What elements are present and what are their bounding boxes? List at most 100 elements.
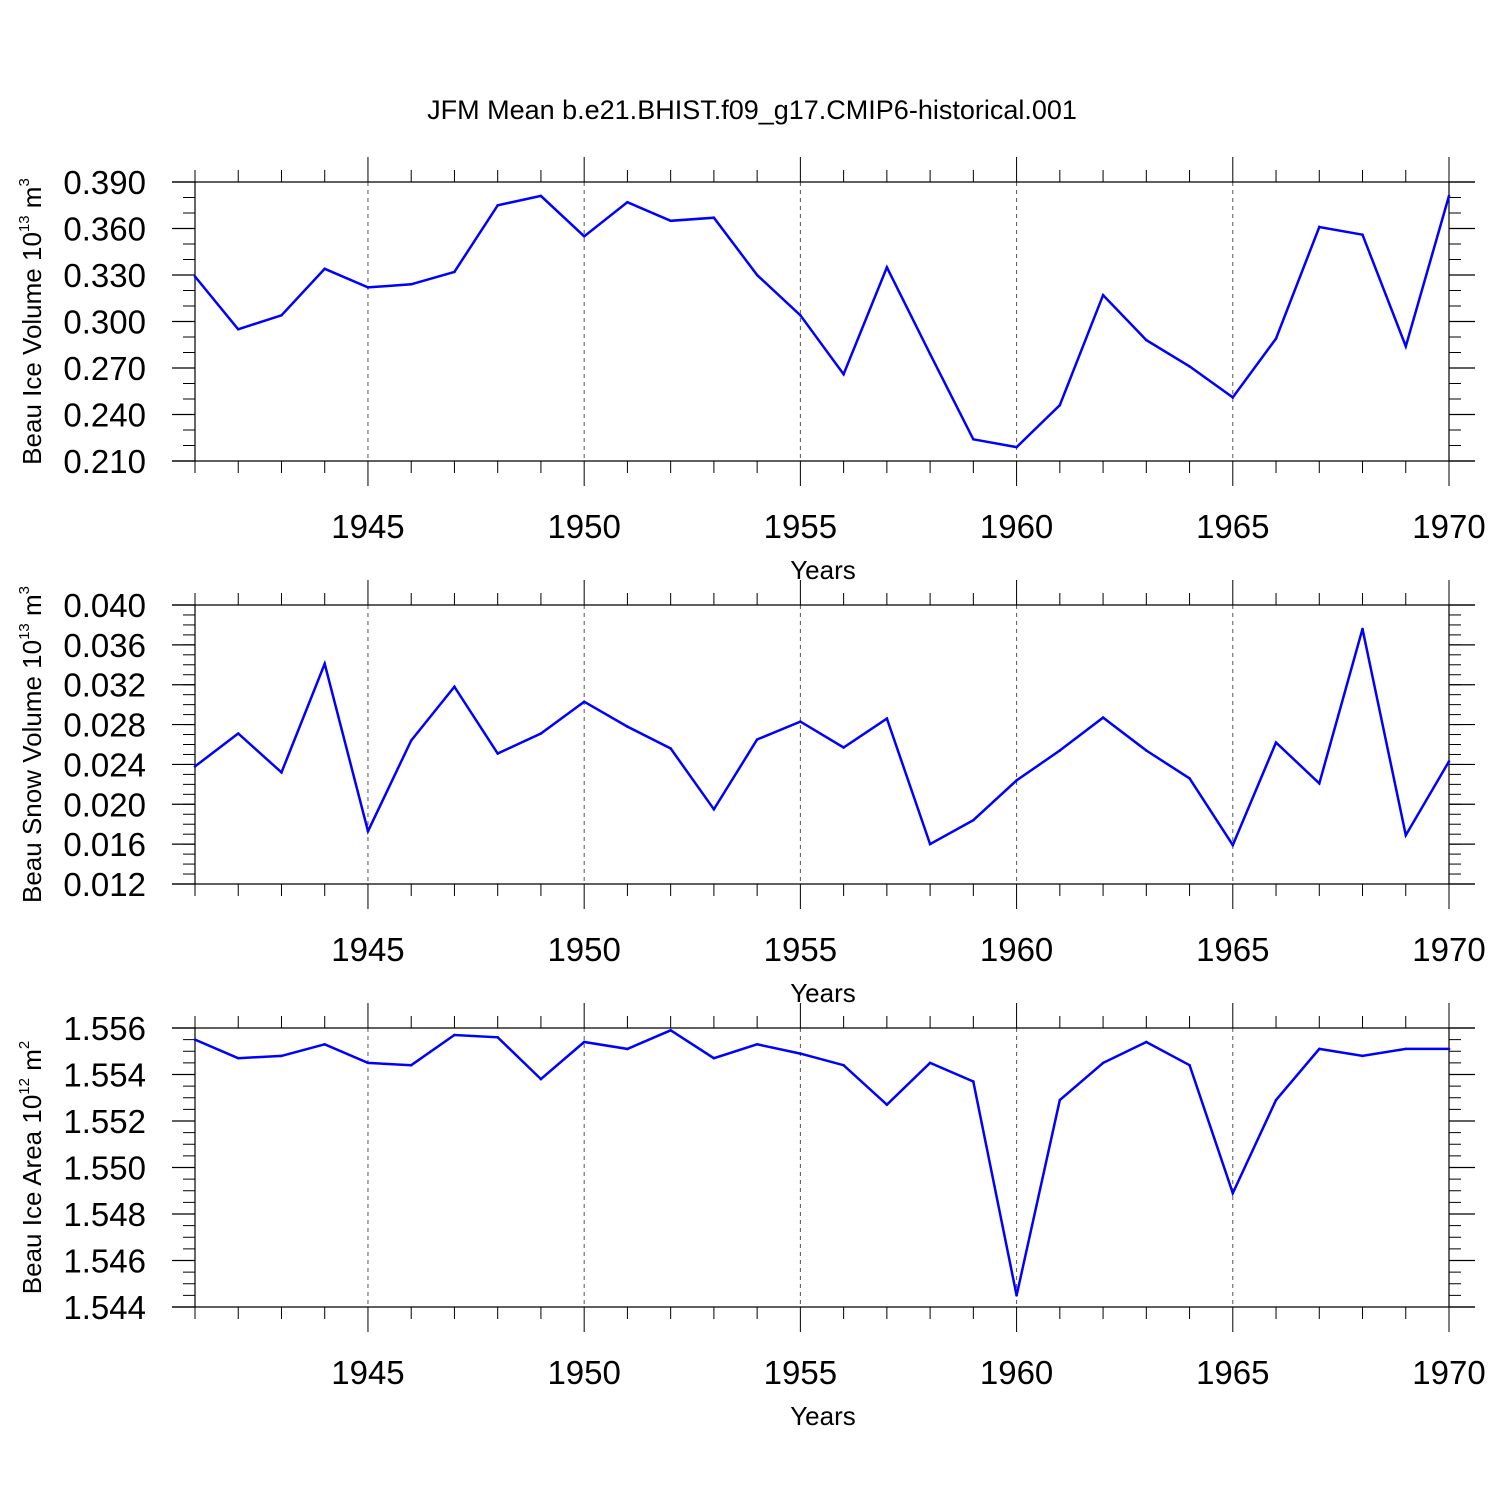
- ice-area-x-tick-label: 1965: [1196, 1354, 1269, 1391]
- ice-volume-data-point: [842, 372, 845, 376]
- ice-area-data-point: [539, 1077, 543, 1081]
- ice-volume-data-point: [236, 327, 240, 331]
- snow-volume-y-tick-label: 0.012: [63, 866, 146, 903]
- ice-area-x-axis-title: Years: [790, 1401, 856, 1431]
- ice-volume-data-point: [1231, 396, 1235, 399]
- ice-area-y-tick-label: 1.548: [63, 1196, 146, 1233]
- snow-volume-y-axis-title-unit: m: [17, 594, 47, 623]
- ice-area-data-point: [1231, 1191, 1235, 1195]
- snow-volume-data-point: [366, 829, 370, 833]
- ice-area-data-point: [1274, 1098, 1278, 1102]
- ice-volume-series-line: [194, 194, 1451, 449]
- ice-volume-y-tick-label: 0.300: [63, 304, 146, 341]
- snow-volume-data-point: [1361, 627, 1364, 631]
- ice-volume-y-tick-label: 0.270: [63, 350, 146, 387]
- ice-volume-y-axis-title-main: Beau Ice Volume 10: [17, 232, 47, 465]
- snow-volume-data-point: [842, 746, 845, 749]
- ice-volume-data-point: [193, 275, 197, 278]
- ice-volume-data-point: [972, 438, 975, 441]
- snow-volume-x-tick-label: 1945: [331, 931, 404, 968]
- ice-volume-y-tick-label: 0.360: [63, 211, 146, 248]
- ice-volume-data-point: [323, 267, 327, 271]
- ice-area-data-point: [323, 1042, 327, 1046]
- ice-area-x-tick-label: 1950: [547, 1354, 620, 1391]
- ice-area-data-point: [409, 1063, 413, 1067]
- ice-volume-data-point: [582, 234, 586, 238]
- ice-area-x-tick-label: 1970: [1412, 1354, 1485, 1391]
- ice-volume-y-axis-title-unit-exponent: 3: [16, 178, 33, 186]
- ice-area-data-point: [193, 1038, 197, 1041]
- snow-volume-data-point: [1188, 777, 1191, 780]
- snow-volume-data-point: [453, 685, 456, 689]
- ice-area-data-point: [1145, 1040, 1148, 1044]
- snow-volume-x-axis-title: Years: [790, 978, 856, 1008]
- ice-area-data-point: [1404, 1047, 1408, 1051]
- ice-area-data-point: [1361, 1054, 1364, 1058]
- ice-area-data-point: [972, 1080, 975, 1083]
- ice-volume-data-point: [1404, 345, 1408, 348]
- snow-volume-panel: 0.0120.0160.0200.0240.0280.0320.0360.040…: [16, 580, 1486, 1008]
- snow-volume-y-tick-label: 0.036: [63, 627, 146, 664]
- ice-volume-data-point: [1361, 233, 1364, 236]
- snow-volume-data-point: [236, 732, 240, 735]
- ice-volume-data-point: [496, 203, 499, 207]
- snow-volume-y-tick-label: 0.016: [63, 826, 146, 863]
- ice-volume-y-axis-title-unit: m: [17, 187, 47, 216]
- ice-volume-y-axis-title-exponent: 13: [16, 215, 33, 232]
- snow-volume-data-point: [496, 752, 499, 755]
- ice-area-y-tick-label: 1.552: [63, 1103, 146, 1140]
- ice-volume-data-point: [1447, 194, 1451, 198]
- snow-volume-data-point: [409, 739, 413, 742]
- snow-volume-x-tick-label: 1955: [764, 931, 837, 968]
- snow-volume-x-tick-label: 1970: [1412, 931, 1485, 968]
- ice-area-y-axis-title-unit-exponent: 2: [16, 1041, 33, 1049]
- snow-volume-data-point: [755, 738, 759, 741]
- ice-area-data-point: [1317, 1047, 1321, 1051]
- snow-volume-data-point: [799, 720, 802, 723]
- ice-volume-y-tick-label: 0.390: [63, 164, 146, 201]
- ice-area-data-point: [712, 1056, 716, 1060]
- ice-volume-data-point: [928, 352, 932, 356]
- ice-volume-x-tick-label: 1945: [331, 508, 404, 545]
- ice-area-data-point: [799, 1052, 802, 1055]
- ice-area-data-point: [1058, 1098, 1062, 1102]
- ice-volume-data-point: [1058, 403, 1062, 407]
- ice-area-data-point: [453, 1033, 456, 1037]
- snow-volume-data-point: [626, 725, 629, 728]
- snow-volume-y-tick-label: 0.024: [63, 746, 146, 783]
- snow-volume-data-point: [1404, 833, 1408, 837]
- ice-volume-x-tick-label: 1970: [1412, 508, 1485, 545]
- ice-area-data-point: [842, 1063, 845, 1067]
- ice-volume-data-point: [755, 273, 759, 277]
- snow-volume-data-point: [193, 765, 197, 768]
- snow-volume-x-tick-label: 1965: [1196, 931, 1269, 968]
- ice-volume-x-tick-label: 1960: [980, 508, 1053, 545]
- snow-volume-y-axis-title-main: Beau Snow Volume 10: [17, 640, 47, 903]
- ice-volume-data-point: [539, 194, 543, 198]
- snow-volume-x-tick-label: 1960: [980, 931, 1053, 968]
- ice-volume-data-point: [1015, 445, 1018, 449]
- figure-title: JFM Mean b.e21.BHIST.f09_g17.CMIP6-histo…: [427, 95, 1077, 125]
- snow-volume-y-tick-label: 0.032: [63, 667, 146, 704]
- ice-area-y-tick-label: 1.546: [63, 1243, 146, 1280]
- ice-volume-data-point: [409, 283, 413, 286]
- snow-volume-data-point: [1058, 749, 1062, 752]
- snow-volume-data-point: [972, 818, 975, 822]
- snow-volume-y-tick-label: 0.020: [63, 786, 146, 823]
- snow-volume-data-point: [669, 747, 672, 750]
- snow-volume-data-point: [1231, 843, 1235, 847]
- ice-area-data-point: [496, 1036, 499, 1039]
- ice-area-data-point: [626, 1047, 629, 1051]
- snow-volume-data-point: [582, 700, 586, 703]
- ice-volume-x-tick-label: 1955: [764, 508, 837, 545]
- snow-volume-data-point: [1015, 779, 1018, 782]
- snow-volume-data-point: [280, 771, 283, 774]
- ice-volume-data-point: [1317, 225, 1321, 229]
- ice-volume-y-tick-label: 0.210: [63, 443, 146, 480]
- ice-area-data-point: [1188, 1063, 1191, 1067]
- snow-volume-data-point: [1145, 749, 1148, 752]
- ice-area-data-point: [280, 1054, 283, 1058]
- snow-volume-x-tick-label: 1950: [547, 931, 620, 968]
- ice-volume-data-point: [366, 286, 370, 289]
